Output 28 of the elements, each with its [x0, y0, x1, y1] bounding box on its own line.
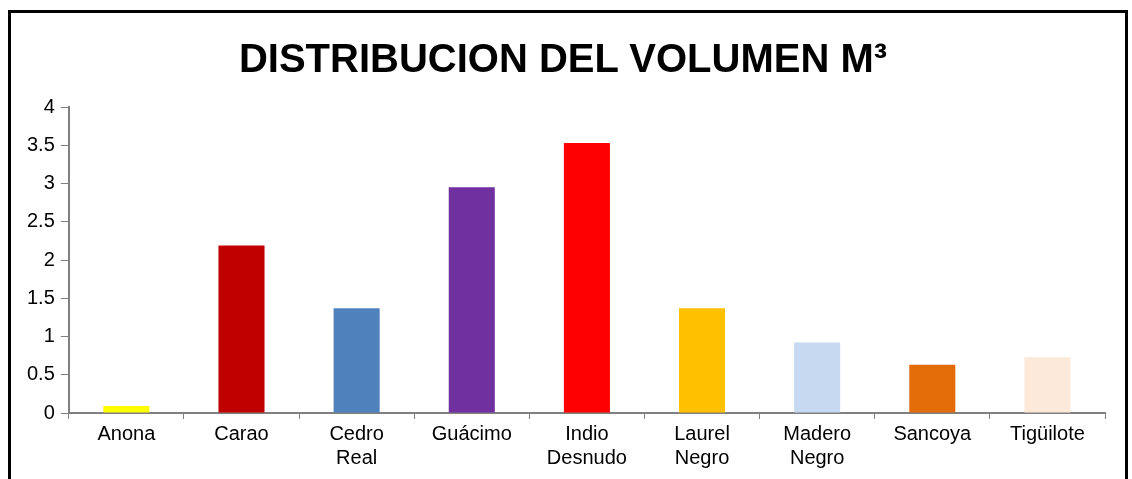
x-tick-label: Madero Negro — [783, 421, 852, 468]
bar — [794, 342, 841, 413]
chart-title: DISTRIBUCION DEL VOLUMEN M³ — [238, 36, 888, 81]
bar — [909, 364, 956, 413]
bar — [563, 142, 610, 413]
y-tick-label: 2 — [43, 247, 55, 270]
x-tick-label: Tigüilote — [1010, 421, 1085, 444]
y-tick-label: 0.5 — [26, 362, 55, 385]
y-tick-label: 4 — [43, 94, 55, 117]
bar — [103, 406, 150, 413]
y-tick-label: 3.5 — [26, 132, 55, 155]
bar — [333, 308, 380, 413]
x-tick-label: Sancoya — [893, 421, 973, 444]
y-tick-label: 1.5 — [26, 285, 55, 308]
x-tick-label: Cedro Real — [329, 421, 384, 468]
y-tick-label: 0 — [43, 400, 55, 423]
x-tick-label: Laurel Negro — [674, 421, 730, 468]
y-tick-label: 3 — [43, 171, 55, 194]
bar — [448, 187, 495, 413]
x-tick-label: Carao — [214, 421, 269, 444]
x-tick-label: Anona — [97, 421, 157, 444]
x-tick-label: Indio Desnudo — [546, 421, 627, 468]
y-tick-label: 2.5 — [26, 209, 55, 232]
bar — [1024, 357, 1071, 413]
bar — [679, 308, 726, 413]
y-tick-label: 1 — [43, 324, 55, 347]
bar — [218, 245, 265, 413]
x-tick-label: Guácimo — [431, 421, 512, 444]
